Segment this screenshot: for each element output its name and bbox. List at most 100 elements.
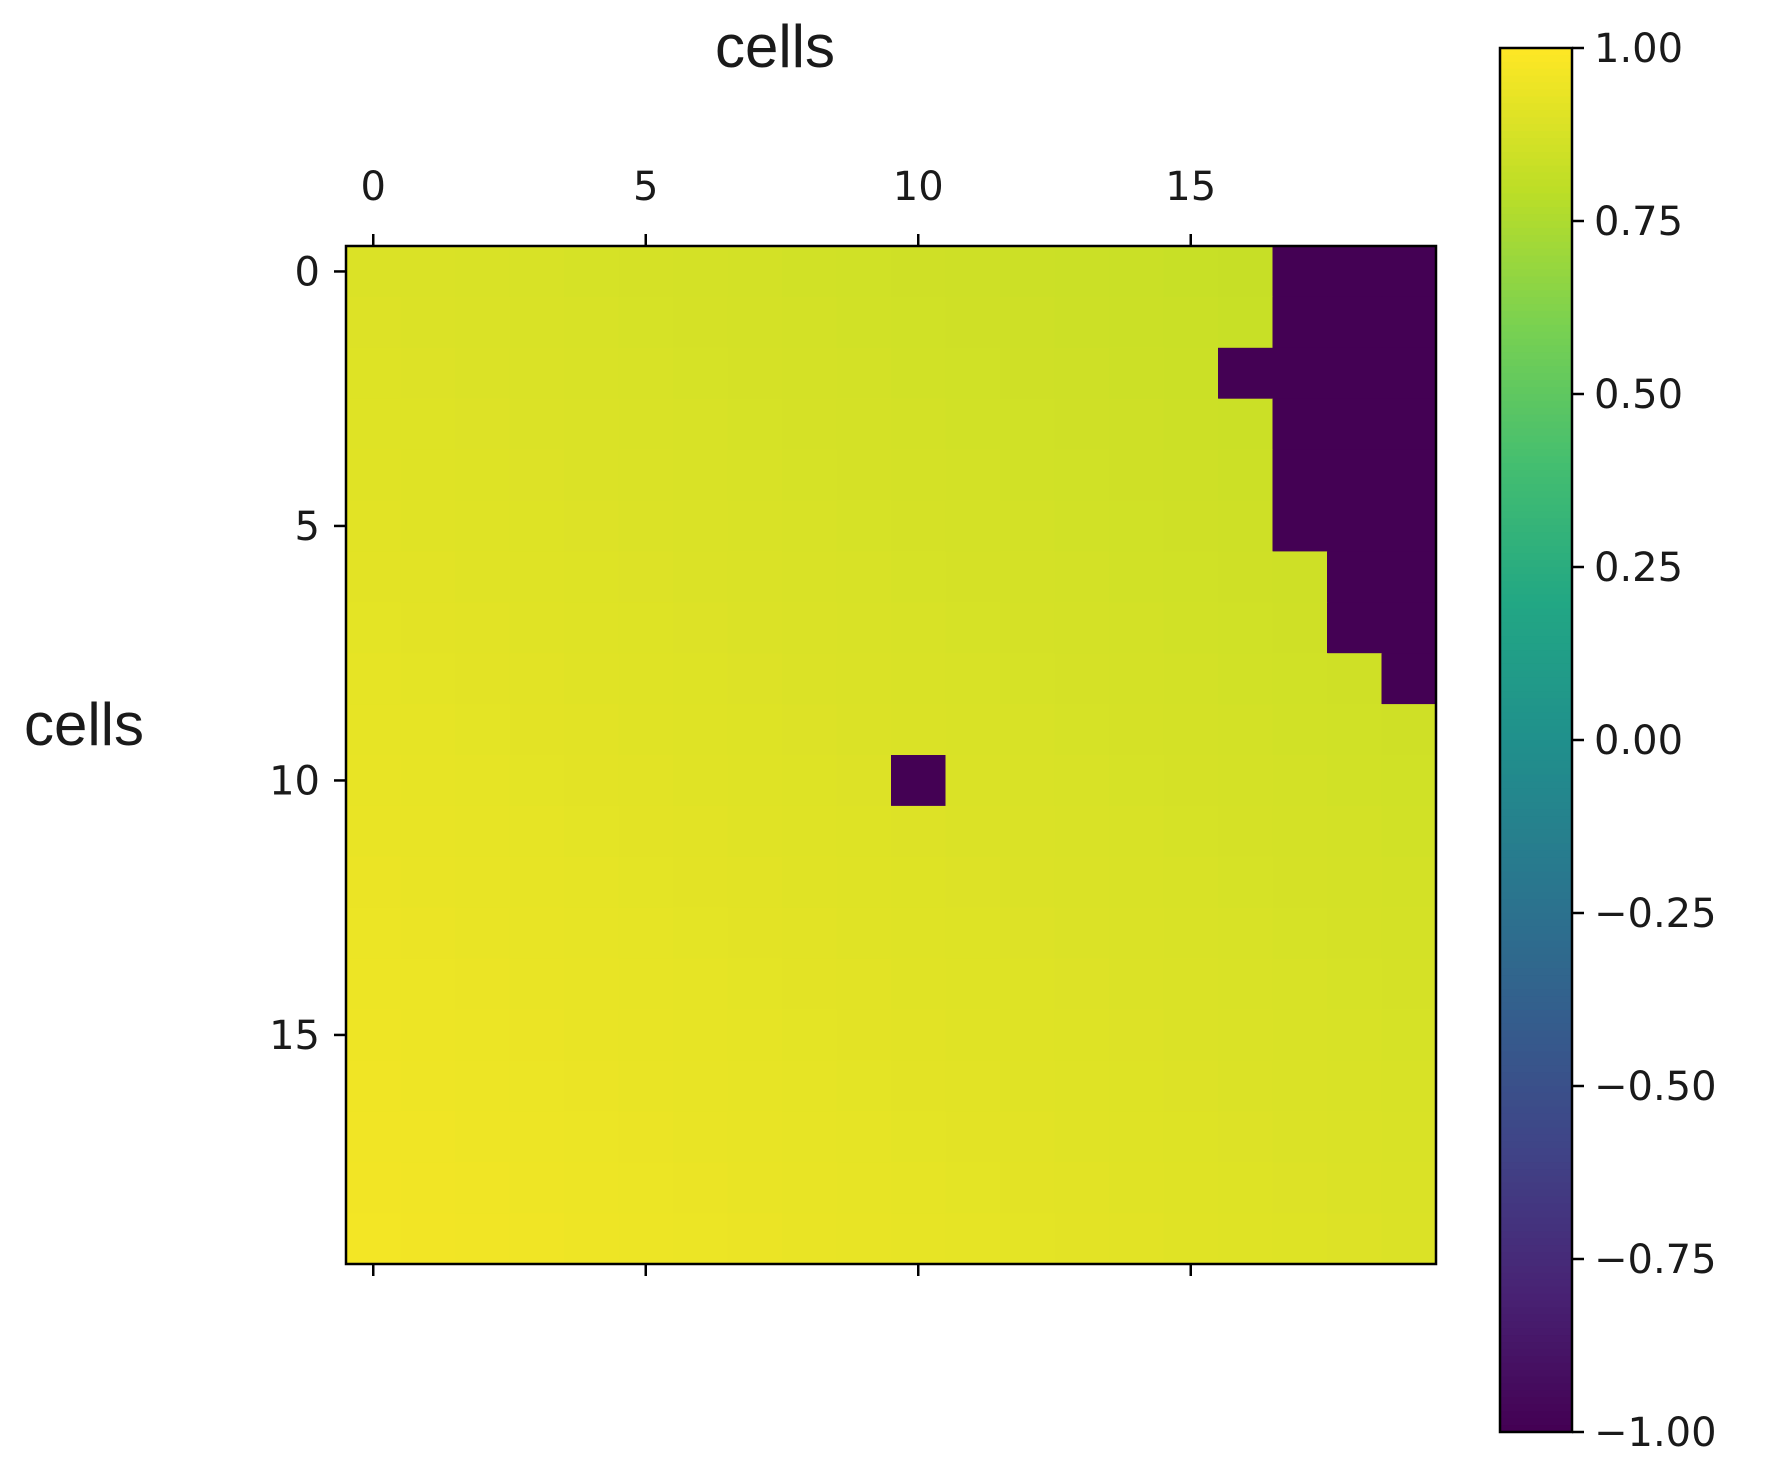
heatmap-cell — [673, 449, 729, 502]
heatmap-cell — [564, 755, 620, 807]
heatmap-cell — [1163, 246, 1219, 298]
colorbar-segment — [1500, 61, 1572, 70]
heatmap-cell — [1381, 500, 1437, 552]
colorbar-segment — [1500, 1376, 1572, 1385]
heatmap-cell — [1272, 500, 1328, 552]
heatmap-cell — [782, 1111, 838, 1163]
heatmap-cell — [1054, 1111, 1110, 1163]
colorbar-segment — [1500, 1058, 1572, 1067]
heatmap-cell — [1327, 653, 1383, 705]
colorbar-segment — [1500, 774, 1572, 783]
heatmap-cell — [455, 1213, 511, 1265]
colorbar-segment — [1500, 947, 1572, 956]
colorbar-segment — [1500, 110, 1572, 118]
heatmap-cell — [1109, 500, 1165, 552]
heatmap-cell — [836, 246, 892, 298]
heatmap-cell — [1272, 296, 1328, 349]
heatmap-cell — [891, 296, 947, 349]
colorbar-segment — [1500, 560, 1572, 568]
heatmap-cell — [400, 449, 456, 502]
heatmap-cell — [346, 602, 402, 654]
colorbar-segment — [1500, 48, 1572, 56]
heatmap-cell — [673, 755, 729, 807]
heatmap-cell — [618, 1111, 674, 1163]
heatmap-cell — [782, 347, 838, 400]
heatmap-cell — [727, 1060, 783, 1112]
heatmap-cell — [945, 653, 1001, 705]
heatmap-cell — [673, 347, 729, 400]
heatmap-cell — [1272, 653, 1328, 705]
colorbar-segment — [1500, 1362, 1572, 1371]
heatmap-cell — [891, 755, 947, 807]
heatmap-cell — [400, 805, 456, 858]
heatmap-cell — [1381, 602, 1437, 654]
colorbar-segment — [1500, 1203, 1572, 1212]
heatmap-cell — [509, 1060, 565, 1112]
colorbar-segment — [1500, 871, 1572, 880]
heatmap-cell — [1218, 704, 1274, 756]
colorbar-segment — [1500, 546, 1572, 554]
colorbar-segment — [1500, 525, 1572, 534]
heatmap-cell — [836, 1162, 892, 1214]
colorbar-tick-label: −0.25 — [1594, 891, 1717, 937]
heatmap-cell — [346, 704, 402, 756]
heatmap-cell — [618, 755, 674, 807]
colorbar-segment — [1500, 207, 1572, 215]
heatmap-cell — [1000, 398, 1056, 451]
heatmap-cell — [346, 856, 402, 909]
colorbar-segment — [1500, 290, 1572, 298]
heatmap-cell — [509, 805, 565, 858]
heatmap-cell — [1109, 1009, 1165, 1061]
heatmap-cell — [400, 1162, 456, 1214]
heatmap-cell — [618, 907, 674, 960]
colorbar-segment — [1500, 650, 1572, 658]
heatmap-cell — [618, 246, 674, 298]
heatmap-cell — [455, 1060, 511, 1112]
colorbar-segment — [1500, 387, 1572, 395]
heatmap-cell — [673, 1111, 729, 1163]
heatmap-cell — [509, 296, 565, 349]
colorbar-segment — [1500, 740, 1572, 748]
heatmap-cell — [400, 1060, 456, 1112]
heatmap-cell — [1327, 856, 1383, 909]
heatmap-cell — [673, 1213, 729, 1265]
heatmap-cell — [1327, 551, 1383, 603]
heatmap-cell — [1000, 907, 1056, 960]
colorbar-segment — [1500, 823, 1572, 831]
heatmap-cell — [836, 704, 892, 756]
heatmap-cell — [618, 296, 674, 349]
heatmap-cell — [509, 602, 565, 654]
colorbar-segment — [1500, 1113, 1572, 1122]
heatmap-cell — [782, 755, 838, 807]
heatmap-cell — [891, 500, 947, 552]
heatmap-cell — [1000, 653, 1056, 705]
colorbar-segment — [1500, 1231, 1572, 1240]
heatmap-cell — [945, 449, 1001, 502]
colorbar-segment — [1500, 304, 1572, 312]
heatmap-cell — [1054, 653, 1110, 705]
heatmap-cell — [400, 704, 456, 756]
colorbar-segment — [1500, 663, 1572, 672]
heatmap-cell — [400, 296, 456, 349]
heatmap-cell — [564, 805, 620, 858]
colorbar-segment — [1500, 989, 1572, 997]
colorbar-segment — [1500, 961, 1572, 970]
heatmap-cell — [618, 551, 674, 603]
colorbar-segment — [1500, 1293, 1572, 1302]
heatmap-cell — [346, 1060, 402, 1112]
heatmap-cell — [1109, 398, 1165, 451]
heatmap-cell — [1109, 449, 1165, 502]
heatmap-cell — [673, 856, 729, 909]
colorbar-segment — [1500, 394, 1572, 402]
heatmap-cell — [400, 551, 456, 603]
heatmap-cell — [1000, 246, 1056, 298]
heatmap-cell — [564, 1213, 620, 1265]
colorbar-tick-label: 0.75 — [1594, 199, 1683, 245]
heatmap-cell — [1327, 500, 1383, 552]
heatmap-cell — [891, 805, 947, 858]
heatmap-cell — [727, 1213, 783, 1265]
heatmap-cell — [1163, 805, 1219, 858]
heatmap-cell — [1218, 246, 1274, 298]
colorbar-segment — [1500, 89, 1572, 98]
